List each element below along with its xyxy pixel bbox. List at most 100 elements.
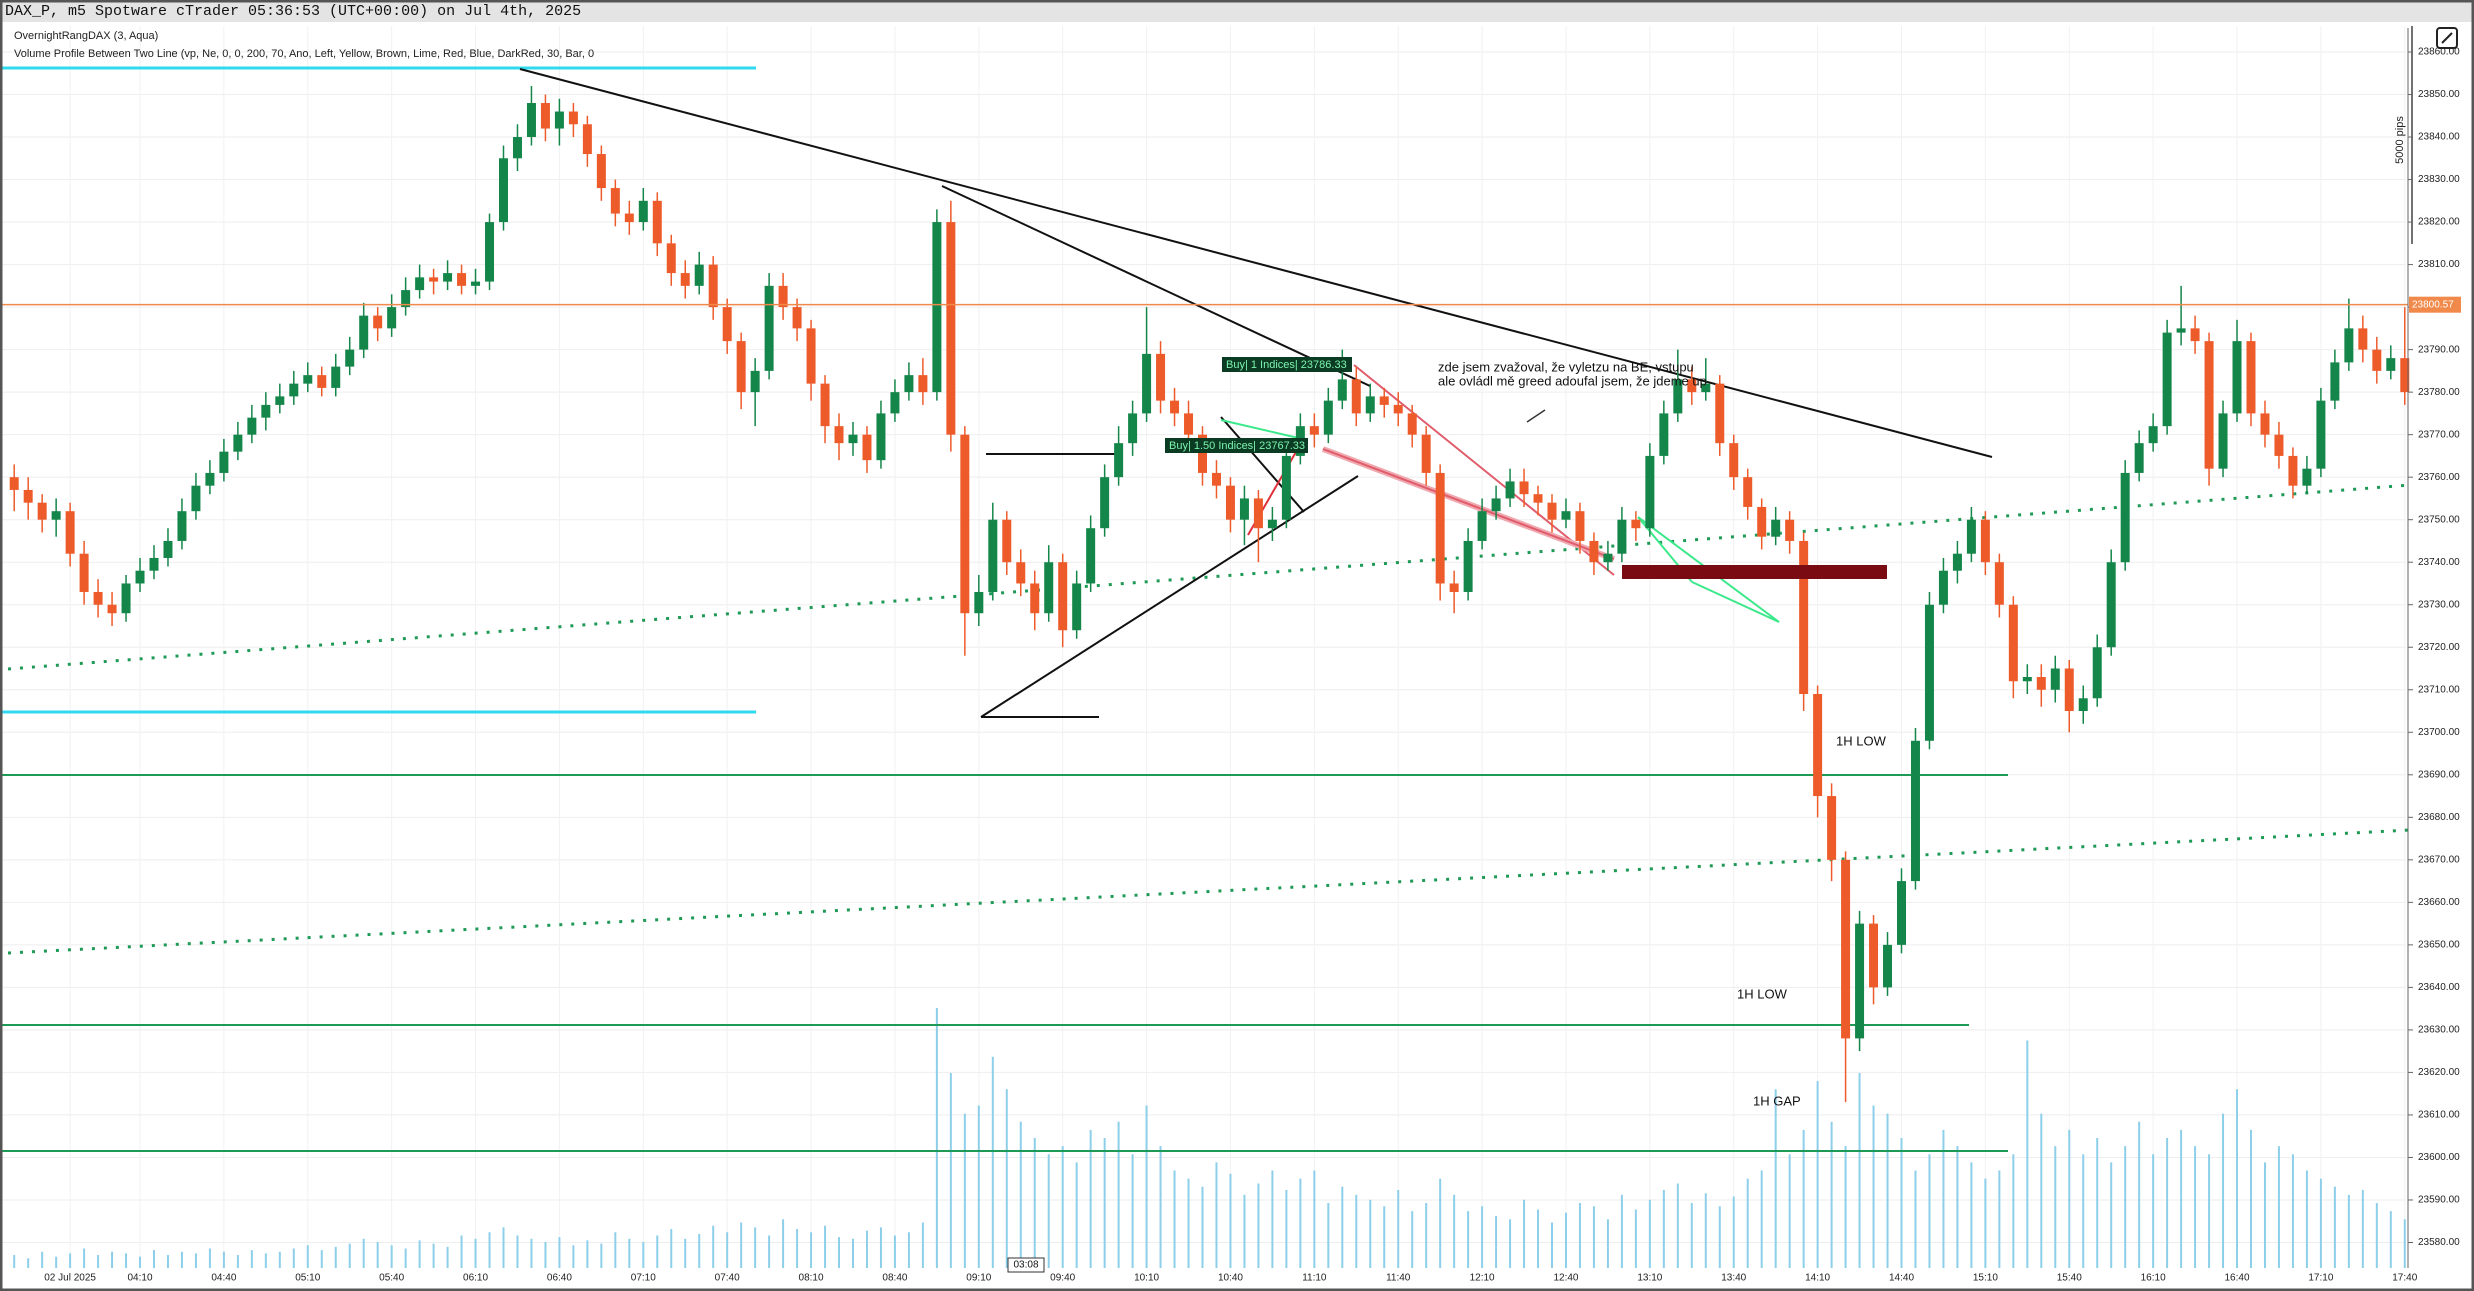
candle-body xyxy=(1938,570,1948,605)
candle-body xyxy=(596,154,606,189)
candle-body xyxy=(2176,328,2186,333)
candle-body xyxy=(261,404,271,418)
candle-body xyxy=(1883,944,1893,988)
x-tick-label: 12:10 xyxy=(1470,1273,1495,1284)
candle-body xyxy=(1072,583,1082,631)
candle-body xyxy=(2106,562,2116,648)
x-tick-label: 06:10 xyxy=(463,1273,488,1284)
y-tick-label: 23630.00 xyxy=(2418,1025,2460,1036)
y-tick-label: 23640.00 xyxy=(2418,982,2460,993)
y-tick-label: 23710.00 xyxy=(2418,684,2460,695)
candle-body xyxy=(736,341,746,393)
axis-note: 5000 pips xyxy=(2394,116,2406,164)
candle-body xyxy=(1253,498,1263,529)
candle-body xyxy=(1645,455,1655,529)
candle-body xyxy=(1617,519,1627,554)
y-tick-label: 23650.00 xyxy=(2418,940,2460,951)
candle-body xyxy=(1030,583,1040,614)
y-tick-label: 23620.00 xyxy=(2418,1067,2460,1078)
y-tick-label: 23720.00 xyxy=(2418,642,2460,653)
candle-body xyxy=(974,591,984,614)
candle-body xyxy=(1897,881,1906,945)
drawings xyxy=(0,66,2411,1152)
candle-body xyxy=(457,273,467,286)
x-tick-label: 10:40 xyxy=(1218,1273,1243,1284)
candle-body xyxy=(2232,341,2242,414)
candle-body xyxy=(1757,506,1767,537)
candle-body xyxy=(219,451,229,473)
x-tick-label: 16:40 xyxy=(2225,1273,2250,1284)
candle-body xyxy=(331,366,341,388)
candle-body xyxy=(582,124,592,155)
indicator-label: Volume Profile Between Two Line (vp, Ne,… xyxy=(14,48,594,60)
candle-body xyxy=(317,375,327,388)
price-line-label: 23800.57 xyxy=(2412,299,2454,310)
candle-body xyxy=(722,307,732,342)
trend-line xyxy=(980,475,1359,718)
candle-body xyxy=(1771,519,1781,537)
candle-body xyxy=(485,222,495,282)
candle-body xyxy=(1128,413,1138,444)
x-tick-label: 07:10 xyxy=(631,1273,656,1284)
y-tick-label: 23830.00 xyxy=(2418,174,2460,185)
candle-body xyxy=(2372,349,2382,371)
volume-layer xyxy=(13,1008,2406,1268)
candle-body xyxy=(1519,481,1529,495)
candle-body xyxy=(1547,502,1557,520)
x-tick-label: 14:10 xyxy=(1805,1273,1830,1284)
candle-body xyxy=(65,511,75,554)
candle-body xyxy=(2302,468,2312,486)
candle-body xyxy=(1211,472,1221,486)
y-tick-label: 23680.00 xyxy=(2418,812,2460,823)
candle-body xyxy=(1267,519,1277,529)
y-tick-label: 23740.00 xyxy=(2418,557,2460,568)
candle-body xyxy=(1449,583,1459,592)
candle-body xyxy=(2288,455,2298,486)
candle-body xyxy=(988,519,998,592)
x-tick-label: 05:10 xyxy=(295,1273,320,1284)
candle-body xyxy=(1533,494,1543,503)
candle-body xyxy=(177,511,187,541)
candle-body xyxy=(1198,434,1207,473)
trend-line xyxy=(519,68,1993,458)
x-tick-label: 10:10 xyxy=(1134,1273,1159,1284)
x-tick-label: 15:40 xyxy=(2057,1273,2082,1284)
y-tick-label: 23580.00 xyxy=(2418,1237,2460,1248)
candle-body xyxy=(610,188,620,214)
candle-body xyxy=(708,264,718,308)
x-tick-label: 13:40 xyxy=(1721,1273,1746,1284)
trade-label-bg xyxy=(1622,565,1887,579)
candle-body xyxy=(163,540,173,558)
candle-body xyxy=(79,553,89,592)
x-tick-label: 15:10 xyxy=(1973,1273,1998,1284)
y-tick-label: 23820.00 xyxy=(2418,217,2460,228)
candle-body xyxy=(624,213,634,223)
candle-body xyxy=(1016,562,1026,584)
candle-body xyxy=(1631,519,1641,529)
countdown: 03:08 xyxy=(1013,1260,1038,1271)
candle-body xyxy=(1743,477,1753,507)
candle-body xyxy=(540,103,550,129)
candle-body xyxy=(415,277,425,291)
candle-body xyxy=(1505,481,1515,499)
trade-line xyxy=(1220,419,1308,441)
candle-body xyxy=(1687,379,1697,393)
candle-body xyxy=(23,489,33,503)
candle-body xyxy=(1393,404,1403,414)
x-tick-label: 04:10 xyxy=(128,1273,153,1284)
candle-body xyxy=(1799,540,1809,695)
candle-body xyxy=(1659,413,1669,456)
y-tick-label: 23790.00 xyxy=(2418,344,2460,355)
trade-label-bg xyxy=(1222,357,1352,372)
candle-body xyxy=(1100,477,1110,529)
candles xyxy=(9,86,2410,1103)
candle-body xyxy=(1841,859,1851,1039)
chart-title: DAX_P, m5 Spotware cTrader 05:36:53 (UTC… xyxy=(5,3,581,20)
candle-body xyxy=(1002,519,1012,563)
candle-body xyxy=(1337,379,1347,401)
y-tick-label: 23610.00 xyxy=(2418,1110,2460,1121)
candle-body xyxy=(275,396,285,405)
